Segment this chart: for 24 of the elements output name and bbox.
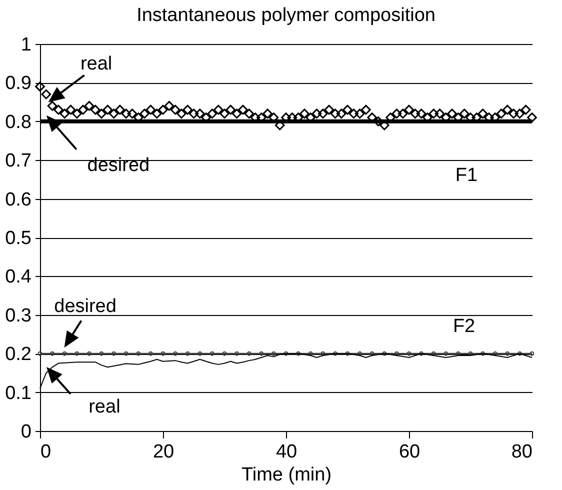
x-tick-label: 60 bbox=[398, 442, 420, 462]
annotation: real bbox=[88, 396, 120, 418]
x-tick-label: 80 bbox=[511, 442, 532, 462]
annotation: F1 bbox=[455, 164, 478, 186]
y-tick-label: 0.2 bbox=[5, 344, 32, 366]
x-tick-label: 0 bbox=[40, 442, 52, 462]
y-tick-label: 0.7 bbox=[5, 150, 32, 172]
annotation: real bbox=[80, 54, 112, 75]
annotation: F2 bbox=[452, 316, 476, 337]
annotation: desired bbox=[87, 154, 150, 176]
x-tick-label: 40 bbox=[276, 442, 298, 462]
y-tick-label: 1 bbox=[20, 34, 32, 56]
y-tick-label: 0.1 bbox=[5, 382, 32, 404]
annotation: desired bbox=[54, 296, 116, 318]
x-tick-label: 20 bbox=[152, 442, 174, 462]
y-tick-label: 0.9 bbox=[5, 73, 32, 94]
y-tick-label: 0.3 bbox=[5, 305, 32, 326]
y-tick-label: 0.6 bbox=[5, 189, 32, 210]
x-axis-title: Time (min) bbox=[241, 464, 332, 486]
y-tick-label: 0.5 bbox=[5, 228, 32, 249]
y-tick-label: 0.4 bbox=[5, 266, 32, 288]
chart-title: Instantaneous polymer composition bbox=[136, 5, 436, 26]
y-tick-label: 0 bbox=[20, 422, 32, 442]
y-tick-label: 0.8 bbox=[5, 112, 32, 133]
